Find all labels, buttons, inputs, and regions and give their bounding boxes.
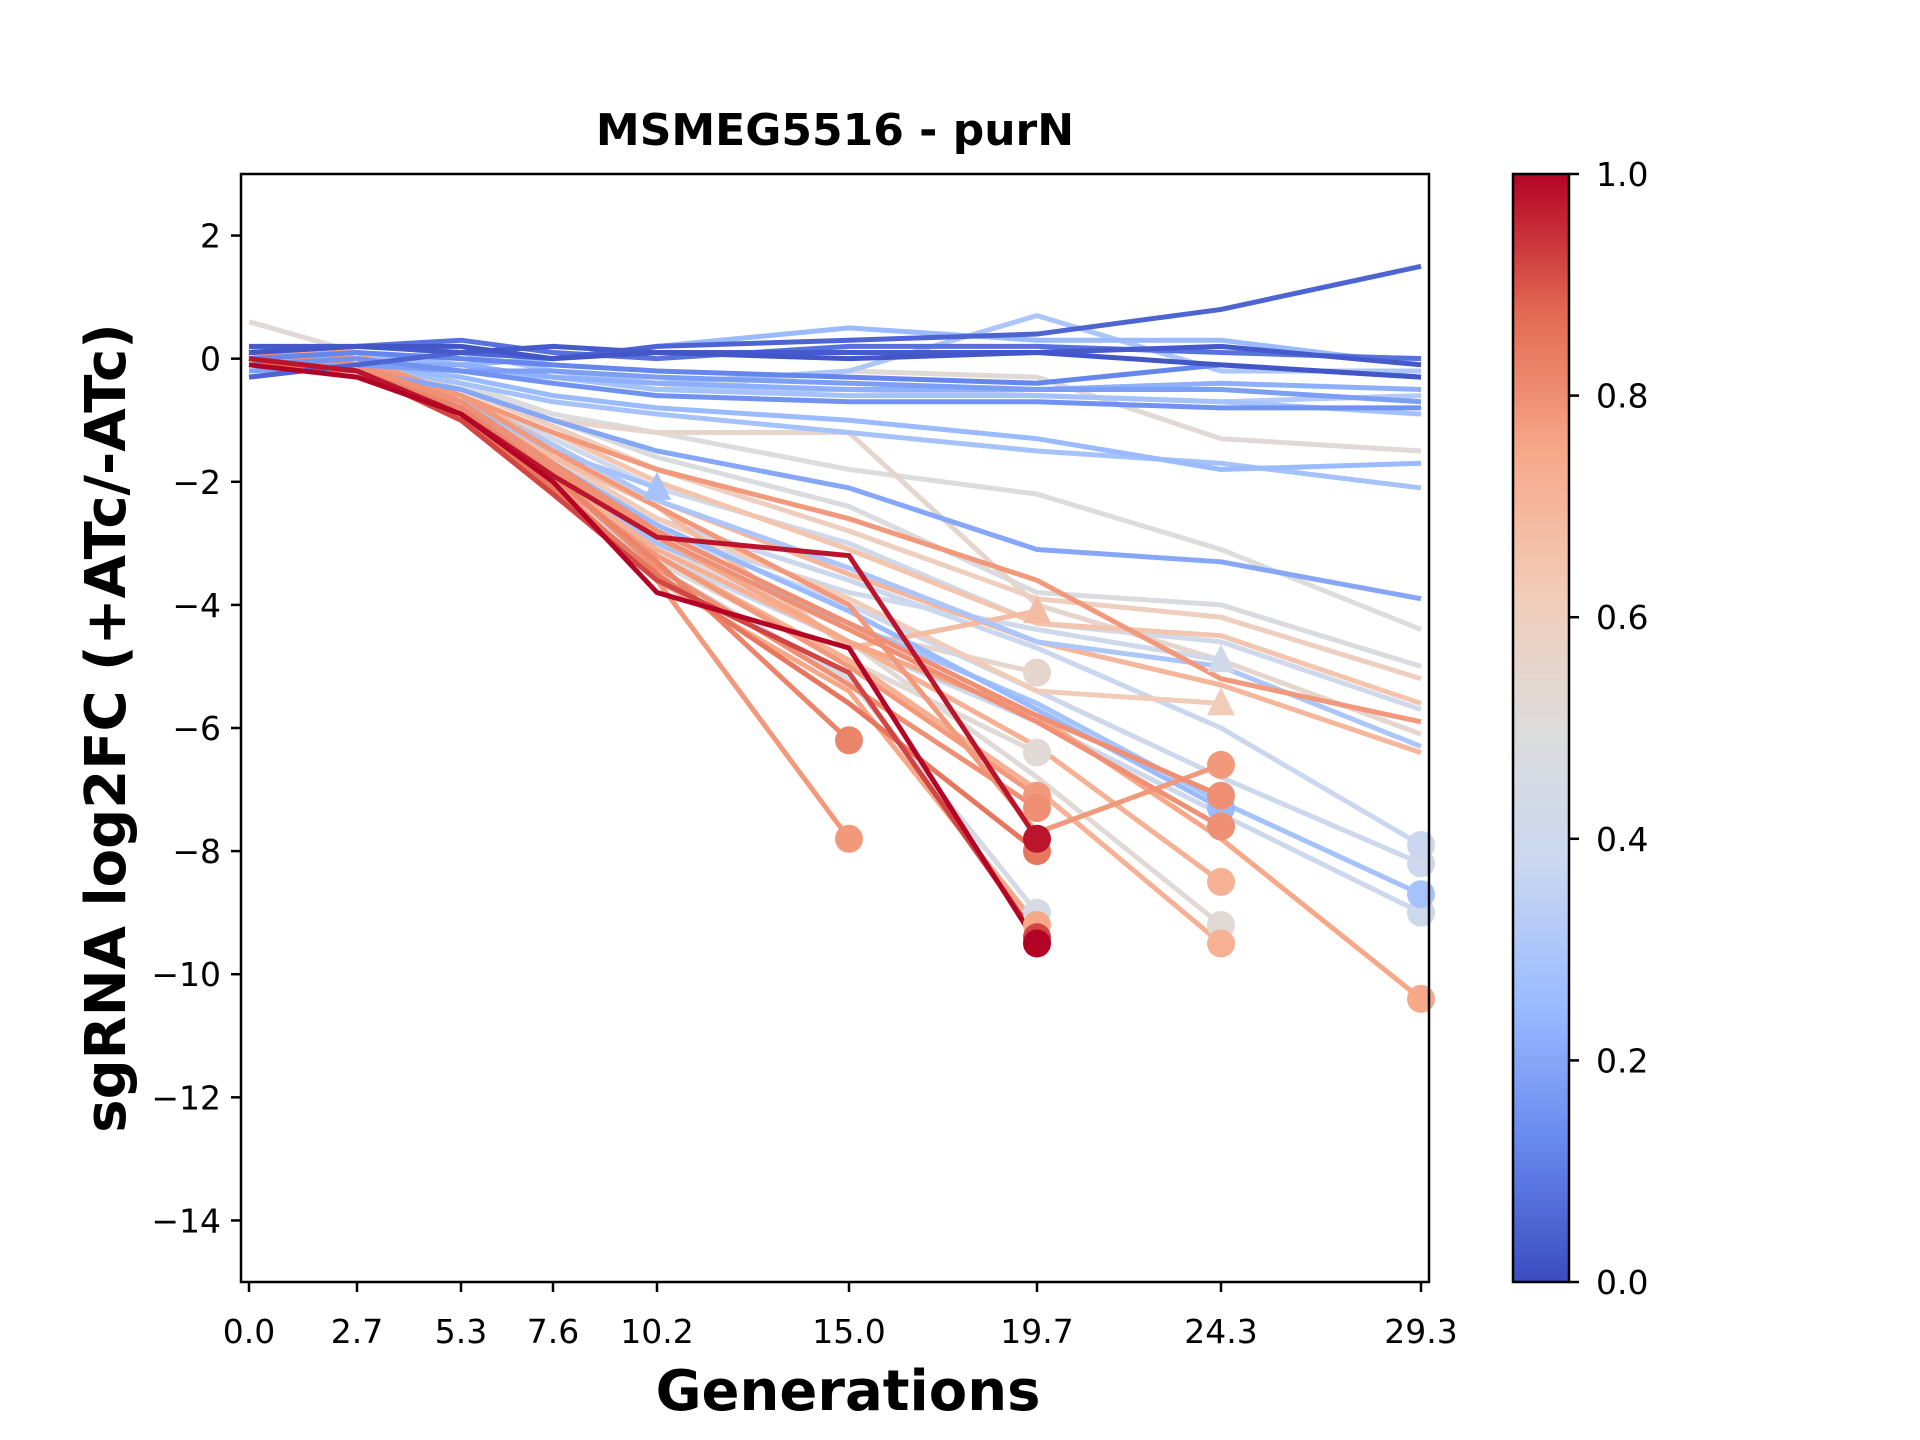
y-tick-label: −8 — [172, 832, 221, 871]
x-axis-label: Generations — [656, 1359, 1041, 1424]
colorbar-tick-label: 0.0 — [1596, 1263, 1648, 1302]
series-line — [248, 362, 1422, 405]
y-axis: 2 0 −2 −4 −6 −8 −10 −12 −14 — [151, 217, 241, 1240]
series-end-marker-circle — [1407, 880, 1435, 909]
colorbar-tick-label: 0.2 — [1596, 1041, 1648, 1080]
series-end-marker-circle — [1407, 984, 1435, 1013]
series-end-marker-circle — [1023, 738, 1051, 767]
series-end-marker-circle — [1207, 750, 1235, 779]
colorbar-tick-label: 0.4 — [1596, 820, 1648, 859]
colorbar-axis: 0.0 0.2 0.4 0.6 0.8 1.0 — [1569, 155, 1648, 1302]
series-end-marker-circle — [835, 726, 863, 755]
series-end-marker-circle — [1023, 658, 1051, 687]
y-tick-label: 2 — [200, 217, 221, 256]
x-tick-label: 10.2 — [620, 1312, 693, 1351]
x-tick-label: 2.7 — [331, 1312, 383, 1351]
series-end-marker-circle — [1207, 929, 1235, 958]
y-tick-label: −10 — [151, 955, 221, 994]
x-tick-label: 29.3 — [1384, 1312, 1457, 1351]
y-tick-label: −6 — [172, 709, 221, 748]
series-end-marker-circle — [1023, 794, 1051, 823]
series-end-marker-triangle — [1207, 644, 1235, 673]
x-tick-label: 5.3 — [435, 1312, 487, 1351]
x-tick-label: 0.0 — [223, 1312, 275, 1351]
series-line — [248, 356, 1039, 927]
y-tick-label: 0 — [200, 340, 221, 379]
y-tick-label: −14 — [151, 1201, 221, 1240]
series-end-marker-triangle — [1207, 687, 1235, 716]
colorbar-tick-label: 1.0 — [1596, 155, 1648, 194]
x-tick-label: 24.3 — [1184, 1312, 1257, 1351]
series-end-marker-circle — [835, 824, 863, 853]
series-end-marker-circle — [1407, 830, 1435, 859]
series-line — [248, 356, 1040, 841]
x-tick-label: 19.7 — [1000, 1312, 1073, 1351]
series-end-marker-triangle — [1023, 595, 1051, 624]
series-line — [248, 263, 1422, 380]
series-line — [248, 343, 1422, 380]
series-end-marker-circle — [1207, 867, 1235, 896]
colorbar-tick-label: 0.6 — [1596, 598, 1648, 637]
colorbar-tick-label: 0.8 — [1596, 377, 1648, 416]
series-line — [248, 350, 1223, 927]
series-end-marker-circle — [1207, 781, 1235, 810]
y-tick-label: −2 — [172, 463, 221, 502]
series-end-marker-circle — [1023, 824, 1051, 853]
y-axis-label: sgRNA log2FC (+ATc/-ATc) — [74, 323, 139, 1133]
x-tick-label: 15.0 — [812, 1312, 885, 1351]
y-tick-label: −12 — [151, 1078, 221, 1117]
x-axis: 0.0 2.7 5.3 7.6 10.2 15.0 19.7 24.3 29.3 — [223, 1282, 1458, 1351]
series-line — [248, 362, 1040, 945]
colorbar — [1511, 172, 1571, 1284]
series-line — [248, 356, 1223, 829]
x-tick-label: 7.6 — [527, 1312, 579, 1351]
series-end-marker-circle — [1023, 929, 1051, 958]
series-line — [248, 350, 1422, 386]
chart-title: MSMEG5516 - purN — [596, 105, 1074, 156]
y-tick-label: −4 — [172, 586, 221, 625]
series-layer — [248, 263, 1423, 1001]
series-end-marker-circle — [1207, 812, 1235, 841]
series-end-marker-triangle — [643, 471, 671, 500]
